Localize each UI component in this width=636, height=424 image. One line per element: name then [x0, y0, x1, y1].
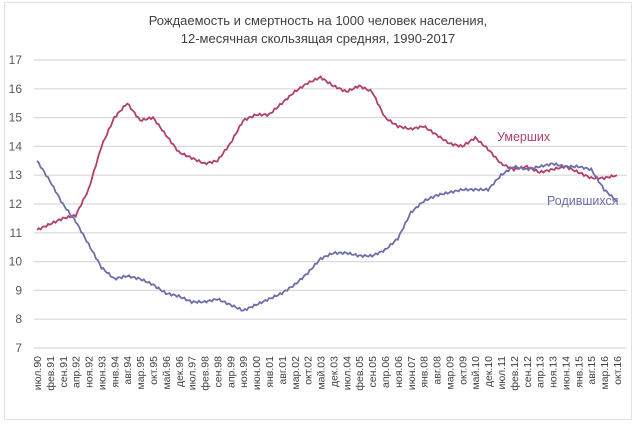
chart-title: Рождаемость и смертность на 1000 человек…: [0, 12, 636, 48]
x-tick-label: апр.99: [225, 356, 237, 388]
y-tick-label: 14: [9, 139, 23, 153]
chart-title-line1: Рождаемость и смертность на 1000 человек…: [148, 13, 488, 28]
y-tick-label: 11: [10, 226, 23, 240]
x-tick-label: авг.01: [277, 356, 289, 385]
x-tick-label: янв.94: [109, 356, 121, 388]
chart-title-line2: 12-месячная скользящая средняя, 1990-201…: [180, 31, 456, 46]
x-tick-label: дек.96: [174, 356, 186, 387]
x-tick-label: апр.92: [71, 356, 83, 388]
y-tick-label: 9: [15, 283, 22, 297]
x-tick-label: дек.03: [328, 356, 340, 387]
x-tick-label: июн.00: [251, 356, 263, 390]
gridlines: [34, 59, 627, 349]
x-tick-label: сен.98: [212, 356, 224, 388]
y-tick-label: 16: [9, 82, 23, 96]
y-tick-label: 13: [9, 168, 23, 182]
births-series-label: Родившихся: [547, 194, 619, 208]
x-tick-label: сен.91: [58, 356, 70, 388]
x-tick-label: май.96: [161, 356, 173, 390]
y-axis-ticks: 7 8 9 10 11 12 13 14 15 16 17: [9, 53, 23, 355]
x-tick-label: июн.93: [96, 356, 108, 390]
x-tick-label: июн.14: [560, 356, 572, 390]
x-tick-label: авг.15: [586, 356, 598, 385]
x-tick-label: окт.02: [303, 356, 315, 385]
x-tick-label: мар.16: [599, 356, 611, 390]
x-tick-label: фев.05: [354, 356, 366, 391]
x-tick-label: окт.16: [612, 356, 624, 385]
x-tick-label: окт.95: [148, 356, 160, 385]
x-tick-label: май.03: [316, 356, 328, 390]
x-tick-label: июл.04: [341, 356, 353, 390]
x-tick-label: янв.01: [264, 356, 276, 388]
x-tick-label: фев.91: [45, 356, 57, 391]
x-tick-label: авг.08: [432, 356, 444, 385]
x-tick-label: мар.02: [290, 356, 302, 390]
x-tick-label: окт.09: [457, 356, 469, 385]
x-tick-label: ноя.06: [393, 356, 405, 388]
x-tick-label: сен.05: [367, 356, 379, 388]
deaths-series-label: Умерших: [497, 130, 551, 144]
x-tick-label: июл.90: [32, 356, 44, 390]
x-tick-label: апр.13: [535, 356, 547, 388]
x-tick-label: сен.12: [522, 356, 534, 388]
x-tick-label: ноя.99: [238, 356, 250, 388]
y-tick-label: 15: [9, 111, 23, 125]
x-tick-label: май.10: [470, 356, 482, 390]
x-tick-label: ноя.92: [84, 356, 96, 388]
chart-frame: [4, 2, 632, 420]
x-tick-label: фев.98: [200, 356, 212, 391]
y-tick-label: 10: [9, 255, 23, 269]
births-line: [36, 160, 618, 312]
y-tick-label: 8: [15, 312, 22, 326]
x-tick-label: мар.09: [444, 356, 456, 390]
x-tick-label: июн.07: [406, 356, 418, 390]
y-tick-label: 12: [9, 197, 23, 211]
x-tick-label: июл.97: [187, 356, 199, 390]
x-tick-label: мар.95: [135, 356, 147, 390]
x-tick-label: авг.94: [122, 356, 134, 385]
y-tick-label: 7: [15, 341, 22, 355]
x-tick-label: апр.06: [380, 356, 392, 388]
x-tick-label: фев.12: [509, 356, 521, 391]
x-tick-label: ноя.13: [548, 356, 560, 388]
x-tick-label: дек.10: [483, 356, 495, 387]
x-tick-label: июл.11: [496, 356, 508, 390]
x-axis-ticks: июл.90 фев.91 сен.91 апр.92 ноя.92 июн.93 янв.…: [32, 356, 624, 391]
y-tick-label: 17: [9, 53, 23, 67]
deaths-line: [36, 75, 618, 231]
x-tick-label: янв.15: [573, 356, 585, 388]
x-tick-label: янв.08: [419, 356, 431, 388]
